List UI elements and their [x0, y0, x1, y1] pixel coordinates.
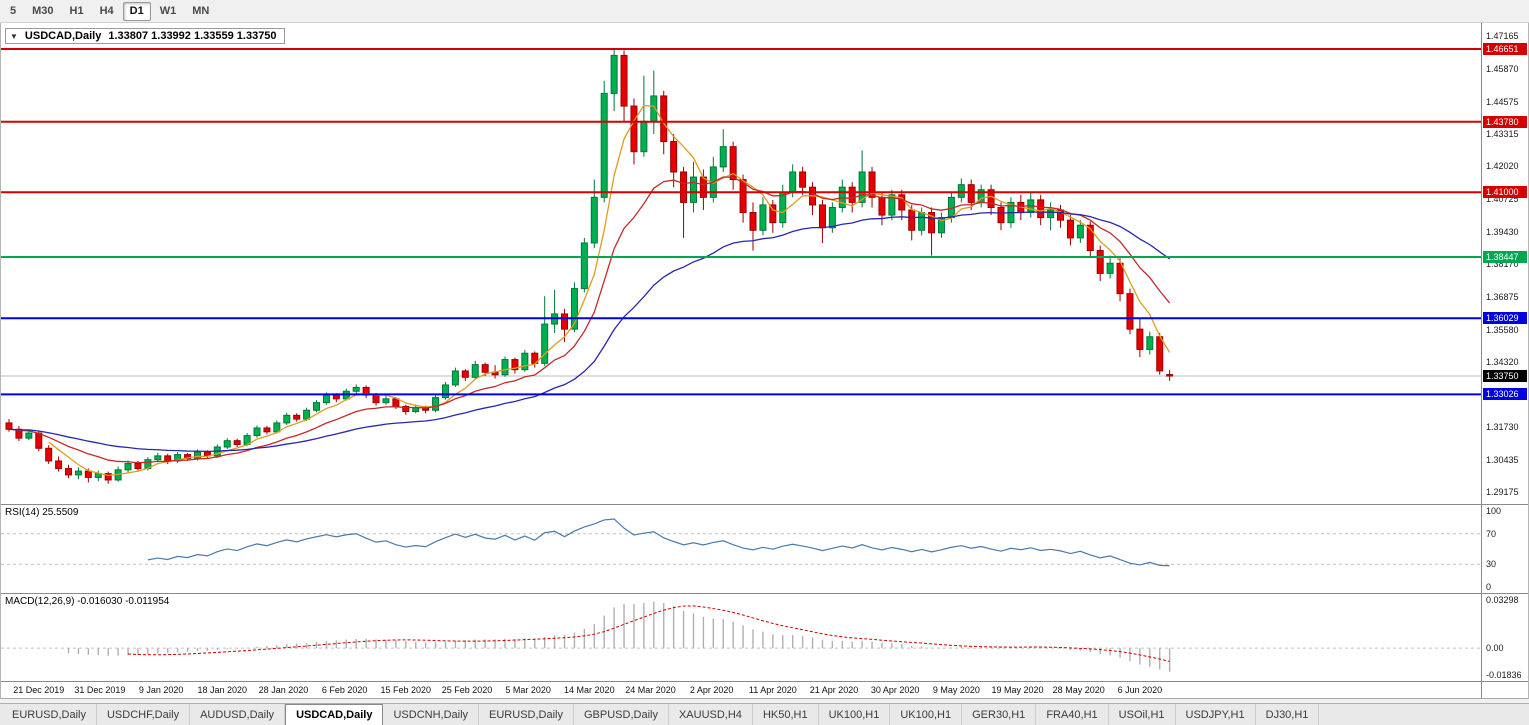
date-label: 5 Mar 2020 [505, 685, 551, 695]
macd-label: MACD(12,26,9) -0.016030 -0.011954 [5, 596, 170, 607]
macd-plot-svg [1, 601, 1481, 672]
tab-usdchf-daily[interactable]: USDCHF,Daily [97, 704, 191, 725]
price-tick: 1.39430 [1486, 227, 1519, 238]
price-tick: 1.45870 [1486, 63, 1519, 74]
price-chart[interactable]: ▼ USDCAD,Daily 1.33807 1.33992 1.33559 1… [1, 23, 1481, 505]
macd-tick: 0.00 [1486, 643, 1504, 654]
price-level-badge: 1.33026 [1483, 388, 1527, 401]
symbol-timeframe-text: USDCAD,Daily [24, 30, 102, 42]
tab-eurusd-daily[interactable]: EURUSD,Daily [2, 704, 97, 725]
macd-tick: -0.01836 [1486, 670, 1522, 680]
timeframe-button-h1[interactable]: H1 [69, 4, 84, 17]
price-tick: 1.29175 [1486, 487, 1519, 497]
date-label: 30 Apr 2020 [870, 685, 920, 695]
chart-tab-bar: EURUSD,Daily USDCHF,Daily AUDUSD,Daily USDC… [0, 703, 1529, 725]
statusbar-gap [0, 699, 1529, 703]
price-tick: 1.31730 [1486, 422, 1519, 433]
date-label: 28 Jan 2020 [258, 685, 309, 695]
tab-ger30-h1[interactable]: GER30,H1 [962, 704, 1037, 725]
rsi-scale[interactable]: 100 70 30 0 [1481, 505, 1528, 594]
tab-usoil-h1[interactable]: USOil,H1 [1109, 704, 1176, 725]
date-label: 21 Dec 2019 [13, 685, 65, 695]
price-tick: 1.35580 [1486, 324, 1519, 335]
price-tick: 1.47165 [1486, 31, 1519, 41]
date-label: 9 Jan 2020 [138, 685, 184, 695]
date-label: 15 Feb 2020 [380, 685, 432, 695]
date-label: 2 Apr 2020 [689, 685, 734, 695]
price-tick: 1.30435 [1486, 455, 1519, 466]
timeframe-button-5[interactable]: 5 [10, 4, 17, 17]
timeframe-button-m30[interactable]: M30 [32, 4, 54, 17]
price-level-badge: 1.43780 [1483, 115, 1527, 128]
date-label: 25 Feb 2020 [441, 685, 493, 695]
date-label: 6 Feb 2020 [321, 685, 368, 695]
tab-audusd-daily[interactable]: AUDUSD,Daily [190, 704, 286, 725]
macd-tick: 0.03298 [1486, 595, 1519, 605]
rsi-tick: 70 [1486, 528, 1497, 539]
price-level-badge: 1.36029 [1483, 312, 1527, 325]
price-tick: 1.38170 [1486, 259, 1519, 269]
price-tick: 1.40725 [1486, 194, 1519, 205]
price-tick: 1.34320 [1486, 356, 1519, 367]
tab-usdcnh-daily[interactable]: USDCNH,Daily [383, 704, 480, 725]
price-level-badge: 1.41000 [1483, 186, 1527, 199]
rsi-tick: 100 [1486, 506, 1502, 516]
timeframe-button-w1[interactable]: W1 [159, 4, 177, 17]
date-label: 28 May 2020 [1052, 685, 1105, 695]
price-scale[interactable]: 1.47165 1.45870 1.44575 1.43315 1.42020 1.407… [1481, 23, 1528, 505]
date-label: 6 Jun 2020 [1117, 685, 1163, 695]
date-label: 18 Jan 2020 [197, 685, 248, 695]
rsi-panel[interactable]: RSI(14) 25.5509 [1, 505, 1481, 594]
current-price-badge: 1.33750 [1483, 370, 1527, 383]
rsi-value: 25.5509 [42, 507, 79, 518]
chart-window: ▼ USDCAD,Daily 1.33807 1.33992 1.33559 1… [0, 23, 1529, 699]
price-level-badge: 1.46651 [1483, 43, 1527, 56]
timeframe-button-mn[interactable]: MN [192, 4, 210, 17]
rsi-tick: 30 [1486, 559, 1497, 570]
date-label: 24 Mar 2020 [625, 685, 676, 695]
timeframe-button-d1[interactable]: D1 [122, 1, 151, 21]
tab-usdcad-daily[interactable]: USDCAD,Daily [285, 704, 384, 725]
date-label: 14 Mar 2020 [564, 685, 615, 695]
price-tick: 1.43315 [1486, 128, 1519, 139]
rsi-label: RSI(14) 25.5509 [5, 507, 79, 518]
collapse-triangle-icon[interactable]: ▼ [10, 31, 18, 41]
date-label: 31 Dec 2019 [74, 685, 126, 695]
macd-scale[interactable]: 0.03298 0.00 -0.01836 [1481, 594, 1528, 682]
timeframe-toolbar: 5 M30 H1 H4 D1 W1 MN [0, 0, 1529, 23]
price-tick: 1.42020 [1486, 161, 1519, 172]
tab-fra40-h1[interactable]: FRA40,H1 [1036, 704, 1109, 725]
tab-uk100-h1[interactable]: UK100,H1 [819, 704, 891, 725]
price-tick: 1.44575 [1486, 96, 1519, 107]
date-axis[interactable]: 21 Dec 2019 31 Dec 2019 9 Jan 2020 18 Jan 2… [1, 682, 1481, 699]
chart-symbol-label[interactable]: ▼ USDCAD,Daily 1.33807 1.33992 1.33559 1… [5, 28, 285, 44]
price-level-badge: 1.38447 [1483, 250, 1527, 263]
date-label: 11 Apr 2020 [748, 685, 797, 695]
price-tick: 1.36875 [1486, 291, 1519, 302]
tab-eurusd-daily[interactable]: EURUSD,Daily [479, 704, 574, 725]
candlestick-plot-svg [1, 48, 1481, 484]
ohlc-values-text: 1.33807 1.33992 1.33559 1.33750 [108, 30, 277, 42]
tab-usdjpy-h1[interactable]: USDJPY,H1 [1176, 704, 1256, 725]
rsi-tick: 0 [1486, 582, 1492, 592]
date-label: 21 Apr 2020 [809, 685, 859, 695]
tab-xauusd-h4[interactable]: XAUUSD,H4 [669, 704, 753, 725]
date-label: 9 May 2020 [932, 685, 980, 695]
macd-values: -0.016030 -0.011954 [77, 596, 170, 607]
timeframe-button-h4[interactable]: H4 [99, 4, 114, 17]
tab-uk100-h1[interactable]: UK100,H1 [890, 704, 963, 725]
date-label: 19 May 2020 [991, 685, 1044, 695]
rsi-plot-svg [1, 518, 1481, 567]
tab-hk50-h1[interactable]: HK50,H1 [753, 704, 819, 725]
macd-panel[interactable]: MACD(12,26,9) -0.016030 -0.011954 [1, 594, 1481, 682]
axis-corner [1481, 682, 1528, 699]
tab-gbpusd-daily[interactable]: GBPUSD,Daily [574, 704, 669, 725]
tab-dj30-h1[interactable]: DJ30,H1 [1256, 704, 1320, 725]
